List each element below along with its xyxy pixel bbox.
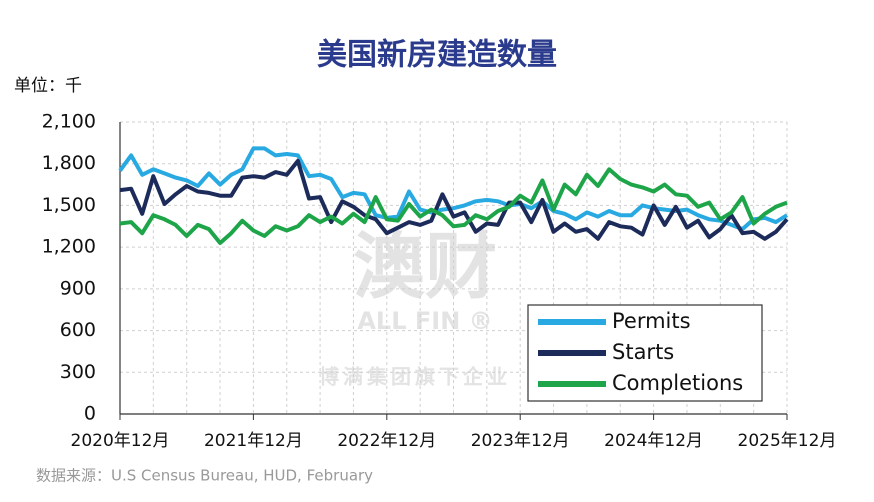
y-tick-label: 0: [84, 403, 96, 425]
y-tick-label: 900: [60, 277, 96, 299]
x-tick-label: 2022年12月: [337, 431, 436, 451]
y-unit: 单位：千: [14, 76, 82, 96]
series-line: [119, 158, 789, 241]
x-tick-label: 2021年12月: [204, 431, 303, 451]
y-tick-label: 2,100: [42, 111, 96, 133]
x-tick-label: 2023年12月: [471, 431, 570, 451]
chart-title: 美国新房建造数量: [317, 38, 557, 73]
x-tick-label: 2020年12月: [71, 431, 170, 451]
series-line: [119, 167, 788, 245]
y-tick-label: 1,800: [42, 152, 96, 174]
legend-label: Permits: [612, 309, 691, 333]
watermark-tagline: 博满集团旗下企业: [319, 365, 511, 389]
x-tick-label: 2024年12月: [604, 431, 703, 451]
watermark-logo: 澳财: [353, 225, 497, 309]
watermark-brand: ALL FIN ®: [357, 307, 492, 335]
y-tick-label: 1,500: [42, 194, 96, 216]
source-note: 数据来源：U.S Census Bureau, HUD, February: [36, 467, 373, 485]
x-tick-label: 2025年12月: [738, 431, 837, 451]
legend-label: Completions: [612, 371, 743, 395]
y-tick-label: 300: [60, 361, 96, 383]
y-tick-label: 1,200: [42, 236, 96, 258]
watermark: 澳财 ALL FIN ® 博满集团旗下企业: [319, 225, 511, 389]
legend-label: Starts: [612, 340, 674, 364]
y-tick-label: 600: [60, 319, 96, 341]
